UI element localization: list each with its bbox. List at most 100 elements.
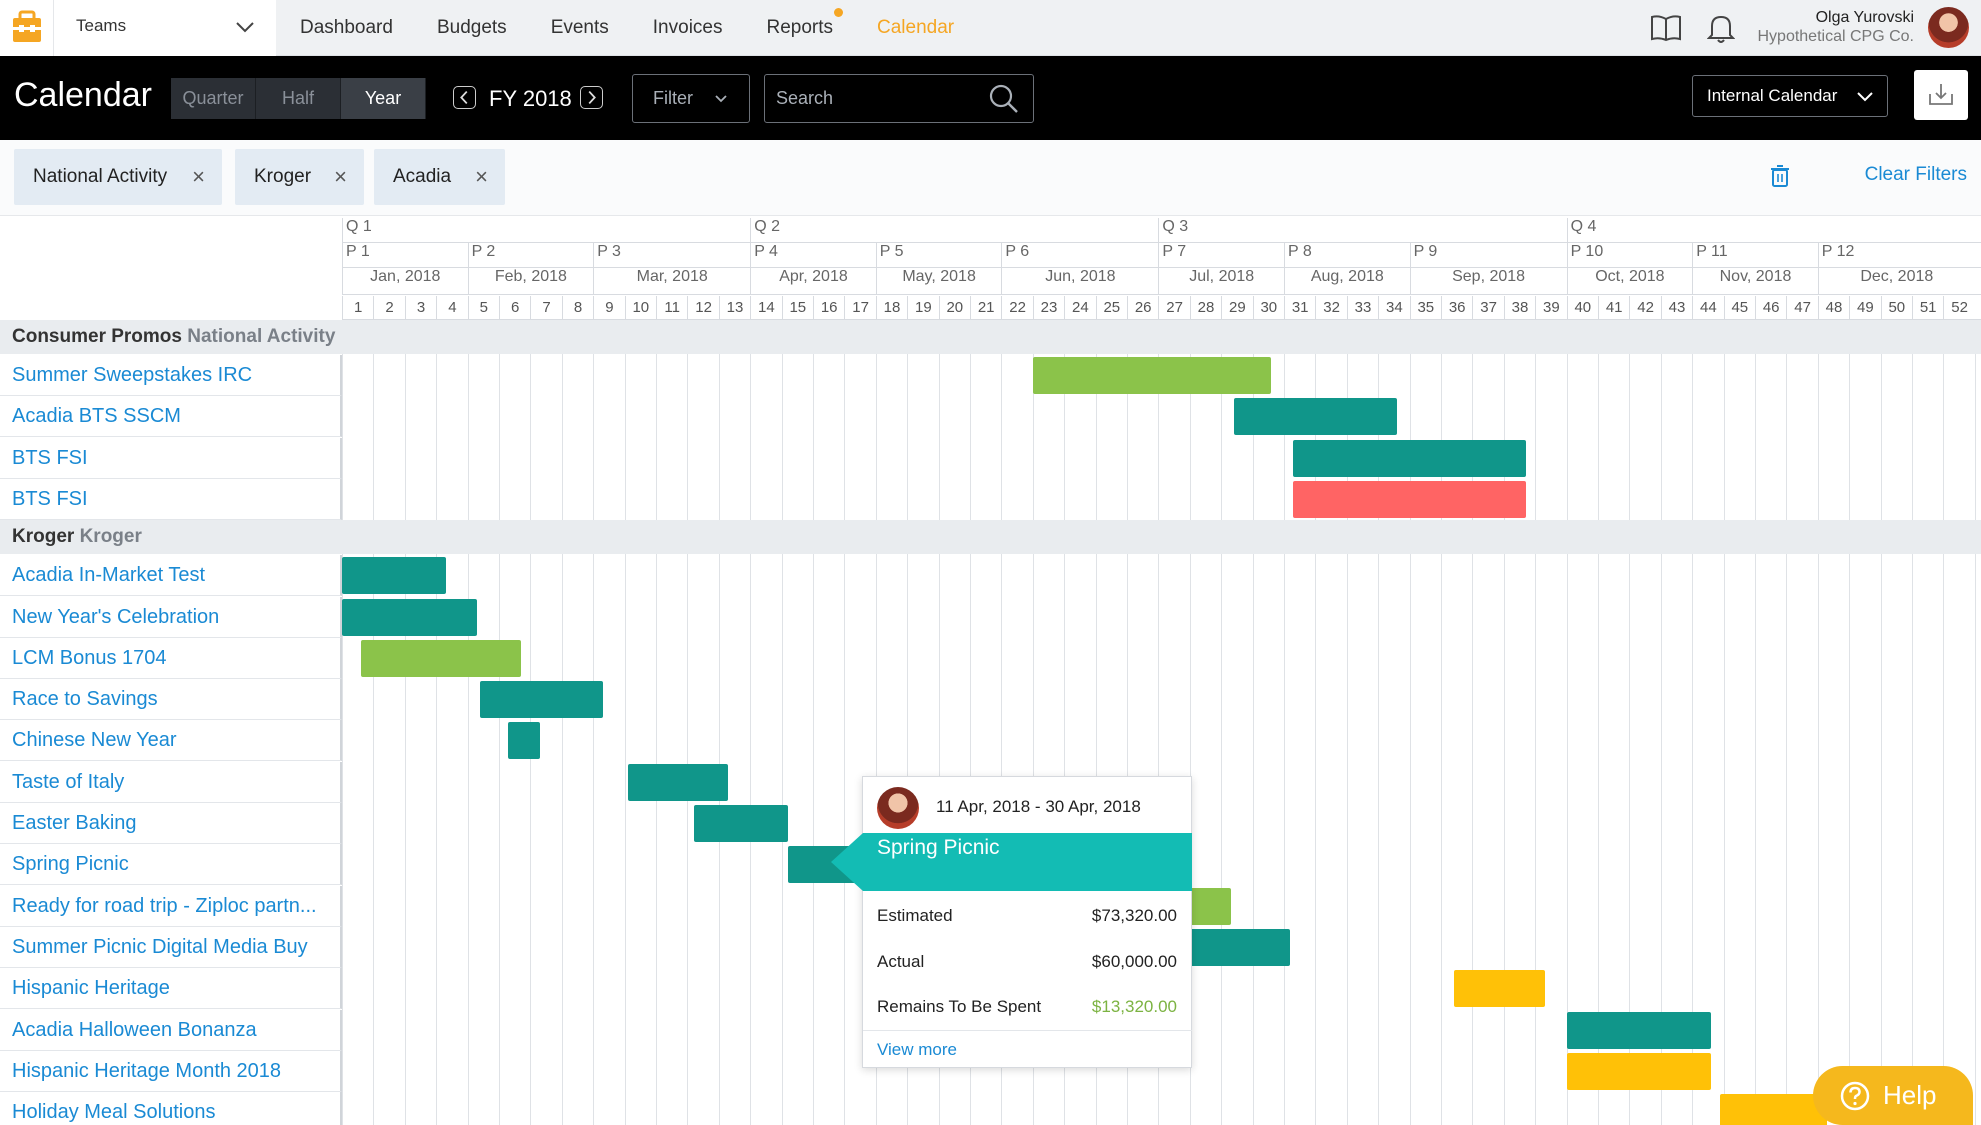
grid-line [342,320,343,1125]
grid-line [436,320,438,1125]
event-bar[interactable] [342,598,478,636]
row-event-link[interactable]: Acadia Halloween Bonanza [0,1009,342,1051]
segment-quarter[interactable]: Quarter [171,78,256,119]
segment-year[interactable]: Year [341,78,426,119]
bell-icon[interactable] [1707,12,1735,44]
event-bar[interactable] [1720,1094,1828,1125]
grid-line [1786,320,1788,1125]
nav-reports-label: Reports [766,17,834,38]
row-event-link[interactable]: Hispanic Heritage Month 2018 [0,1050,342,1092]
grid-line [624,320,626,1125]
nav-events[interactable]: Events [550,17,609,38]
period-label: P 11 [1692,243,1818,267]
event-bar[interactable] [1293,480,1526,518]
week-number: 18 [875,296,907,320]
view-more-link[interactable]: View more [877,1040,957,1059]
nav-reports[interactable]: Reports [766,0,844,56]
page-title: Calendar [14,76,152,114]
event-bar[interactable] [627,763,729,801]
help-label: Help [1883,1080,1937,1110]
grid-line [907,320,909,1125]
grid-line [1629,320,1631,1125]
week-number: 50 [1880,296,1912,320]
nav-invoices[interactable]: Invoices [652,17,723,38]
grid-line [781,320,783,1125]
grid-line [844,320,846,1125]
period-label: P 1 [342,243,468,267]
week-number: 45 [1723,296,1755,320]
row-event-link[interactable]: Chinese New Year [0,720,342,762]
row-event-link[interactable]: Acadia BTS SSCM [0,396,342,438]
row-event-link[interactable]: Taste of Italy [0,761,342,803]
week-number: 36 [1441,296,1472,320]
event-bar[interactable] [1453,970,1545,1008]
period-segmented-control: Quarter Half Year [171,78,426,119]
calendar-select[interactable]: Internal Calendar [1692,75,1888,117]
event-bar[interactable] [693,805,788,842]
row-event-link[interactable]: LCM Bonus 1704 [0,637,342,679]
grid-line [404,320,406,1125]
grid-line [467,320,469,1125]
month-label: May, 2018 [875,268,1002,294]
week-number: 27 [1158,296,1189,320]
event-bar[interactable] [1566,1052,1712,1090]
week-number: 37 [1472,296,1503,320]
row-event-link[interactable]: BTS FSI [0,437,342,479]
row-event-link[interactable]: Summer Picnic Digital Media Buy [0,926,342,968]
grid-line [1849,320,1851,1125]
segment-half[interactable]: Half [256,78,341,119]
filter-chip-acadia[interactable]: Acadia × [374,149,505,205]
book-icon[interactable] [1650,13,1682,43]
close-icon[interactable]: × [475,164,488,189]
filter-dropdown[interactable]: Filter [632,74,750,123]
row-event-link[interactable]: Holiday Meal Solutions [0,1092,342,1125]
event-bar[interactable] [1233,398,1398,436]
row-event-link[interactable]: Spring Picnic [0,844,342,886]
section-header: Consumer Promos National Activity [0,320,1981,354]
event-bar[interactable] [360,639,521,677]
search-input[interactable] [764,74,1034,123]
event-bar[interactable] [1566,1011,1712,1049]
month-label: Oct, 2018 [1566,268,1693,294]
download-button[interactable] [1914,70,1968,120]
event-bar[interactable] [1032,357,1272,394]
divider [863,1030,1192,1031]
search-icon[interactable] [987,82,1021,116]
chevron-right-icon[interactable] [580,86,603,109]
close-icon[interactable]: × [192,164,205,189]
chevron-left-icon[interactable] [453,86,476,109]
teams-switcher[interactable]: Teams [0,0,276,56]
avatar[interactable] [1928,7,1969,48]
row-event-link[interactable]: New Year's Celebration [0,596,342,638]
grid-line [499,320,500,1125]
week-number: 7 [530,296,561,320]
nav-calendar[interactable]: Calendar [877,17,955,38]
week-number: 20 [938,296,970,320]
nav-budgets[interactable]: Budgets [436,17,507,38]
filter-chip-national-activity[interactable]: National Activity × [14,149,222,205]
event-bar[interactable] [1293,439,1526,477]
grid-line [1189,320,1191,1125]
grid-line [1912,320,1913,1125]
week-number: 11 [656,296,687,320]
row-event-link[interactable]: Race to Savings [0,679,342,721]
trash-icon[interactable] [1769,164,1791,188]
week-number: 43 [1660,296,1692,320]
nav-dashboard[interactable]: Dashboard [300,17,393,38]
grid-line [1409,320,1411,1125]
event-bar[interactable] [480,681,603,719]
event-bar[interactable] [508,722,540,760]
clear-filters-link[interactable]: Clear Filters [1864,164,1967,185]
period-label: P 10 [1566,243,1693,267]
row-event-link[interactable]: Summer Sweepstakes IRC [0,355,342,396]
event-bar[interactable] [342,557,446,595]
row-event-link[interactable]: Hispanic Heritage [0,968,342,1010]
row-event-link[interactable]: Acadia In-Market Test [0,555,342,597]
close-icon[interactable]: × [334,164,347,189]
week-number: 31 [1284,296,1315,320]
row-event-link[interactable]: Easter Baking [0,803,342,844]
row-event-link[interactable]: Ready for road trip - Ziploc partn... [0,885,342,927]
filter-chip-kroger[interactable]: Kroger × [235,149,364,205]
help-button[interactable]: Help [1813,1066,1973,1125]
row-event-link[interactable]: BTS FSI [0,478,342,520]
